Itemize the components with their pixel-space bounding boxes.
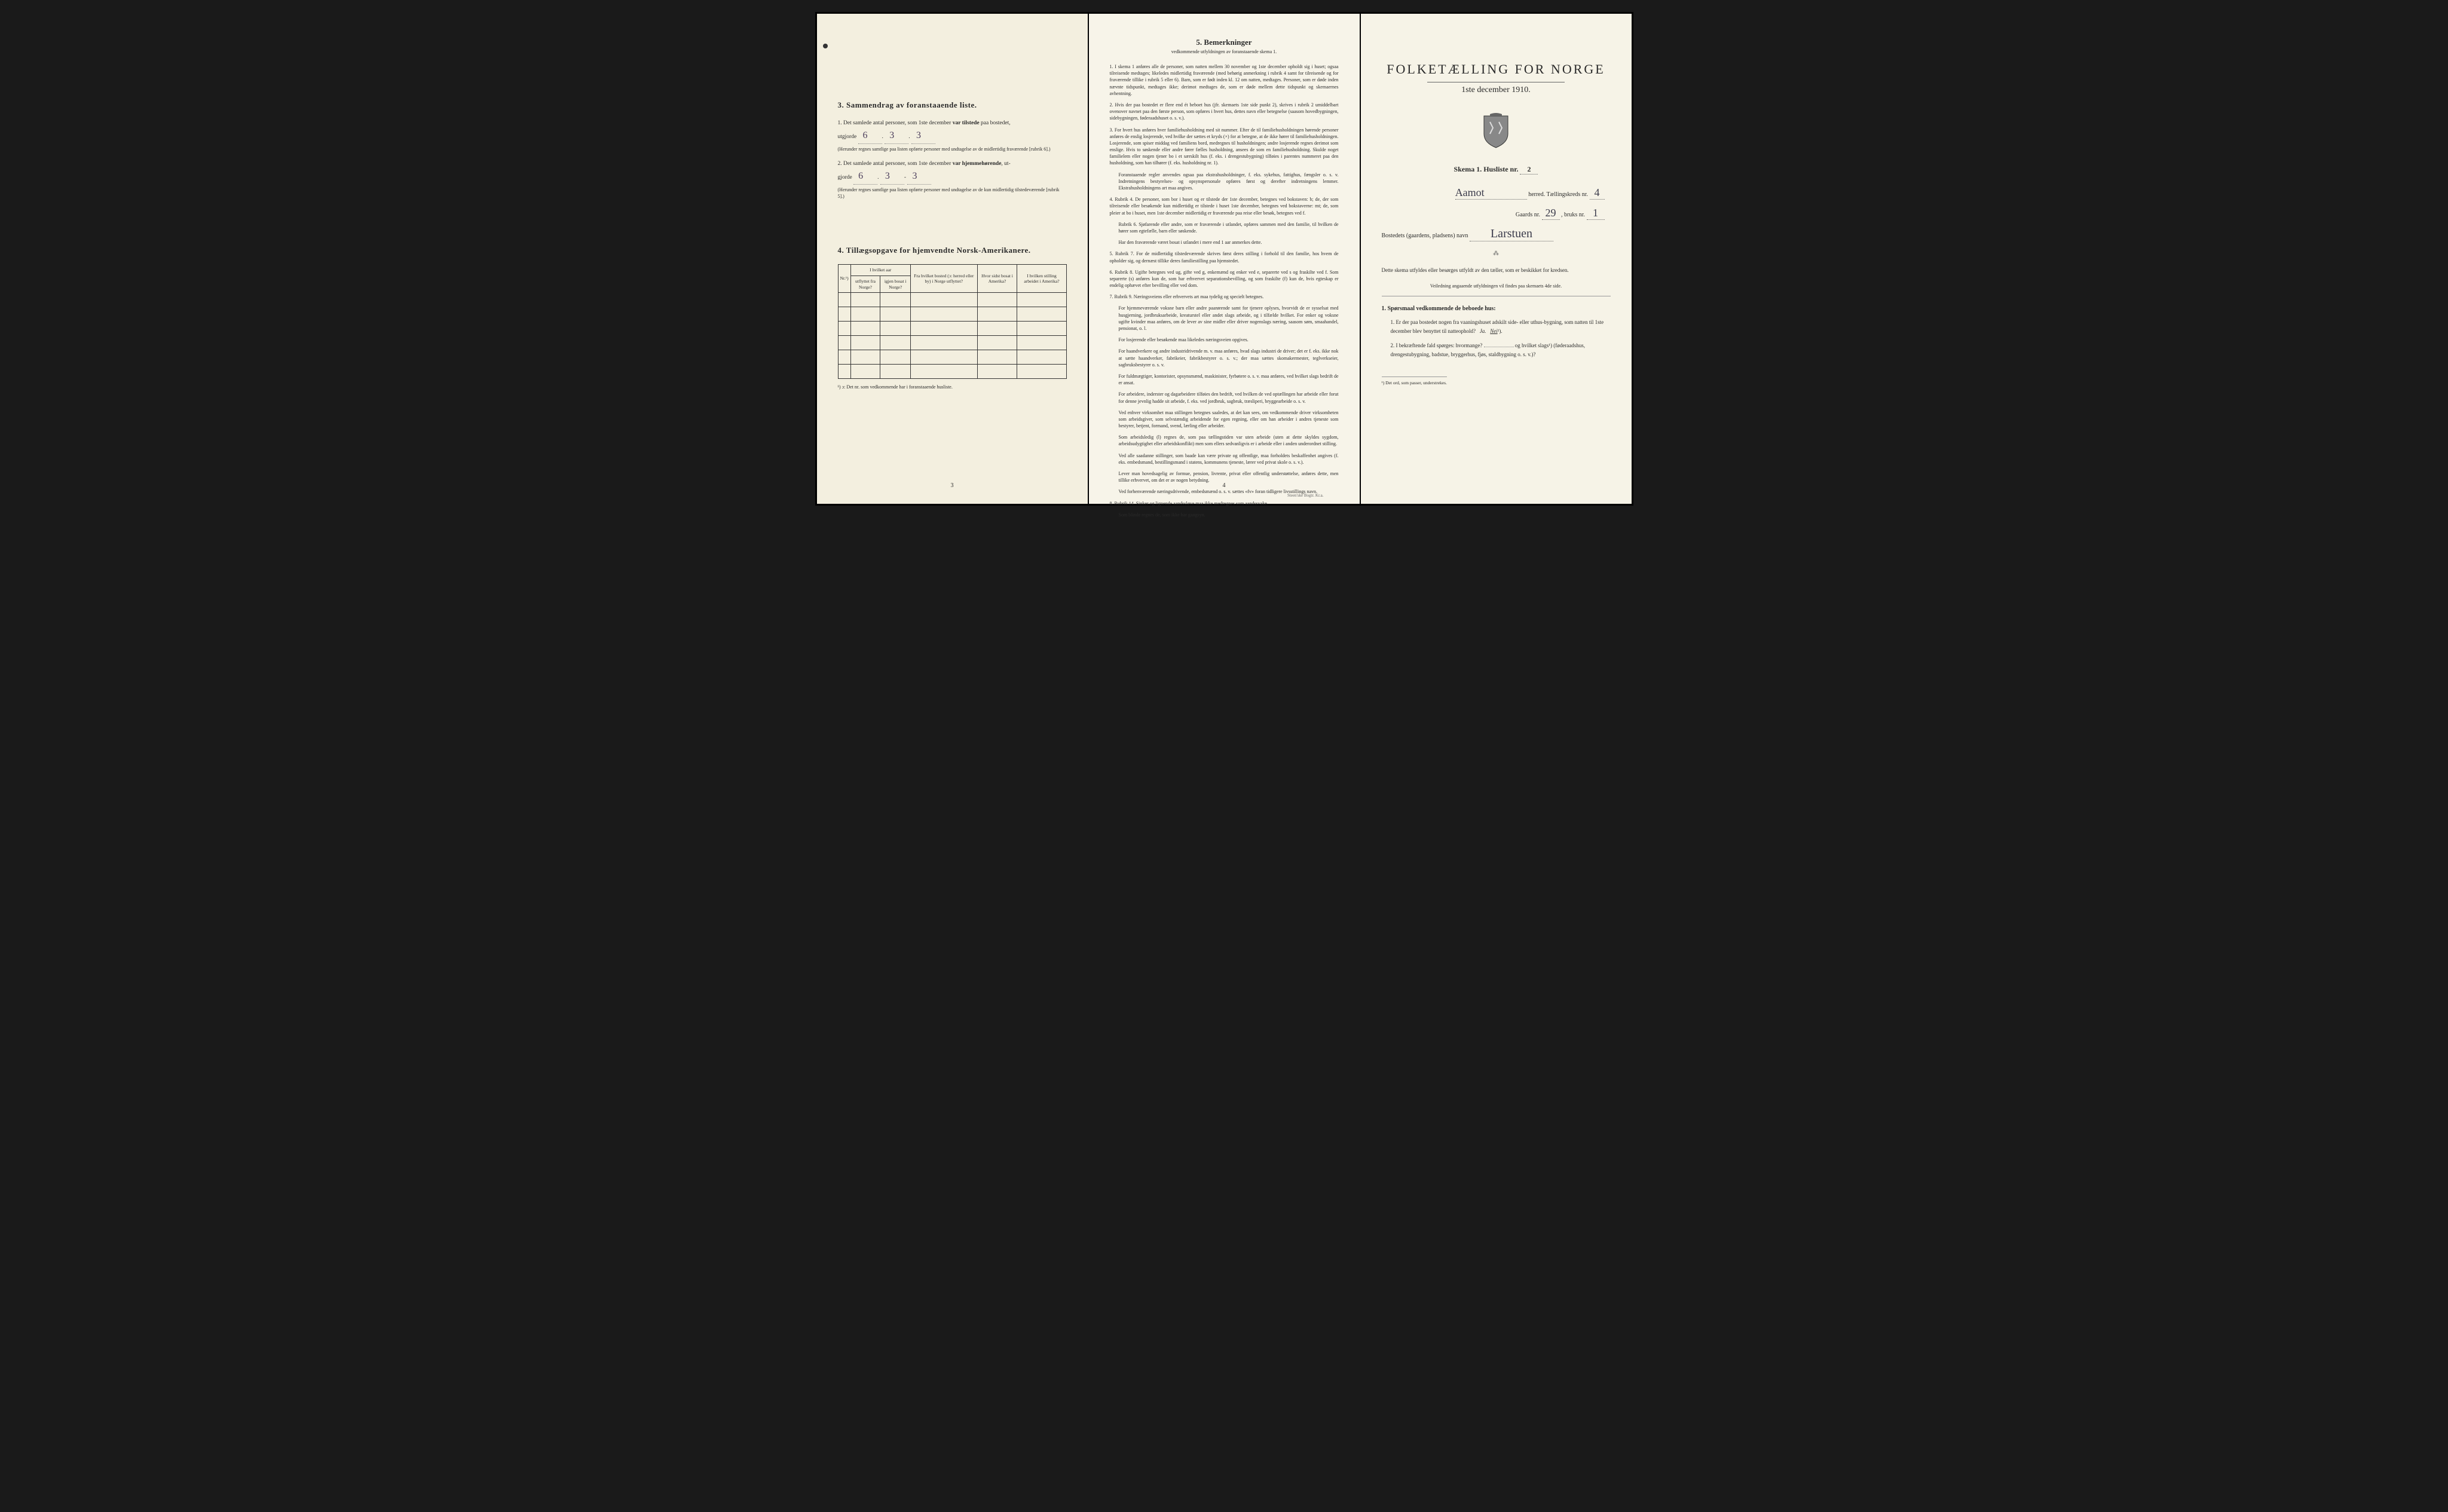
remark-3: 3. For hvert hus anføres hver familiehus… (1110, 127, 1339, 167)
remark-7-extra-5: Ved enhver virksomhet maa stillingen bet… (1119, 409, 1339, 430)
skema-line: Skema 1. Husliste nr. 2 (1382, 165, 1611, 175)
remark-7-extra-2: For haandverkere og andre industridriven… (1119, 348, 1339, 368)
q1-sup: ¹). (1498, 328, 1503, 334)
section-3-title: 3. Sammendrag av foranstaaende liste. (838, 100, 1067, 110)
remark-1: 1. I skema 1 anføres alle de personer, s… (1110, 63, 1339, 97)
item1-text: 1. Det samlede antal personer, som 1ste … (838, 120, 951, 126)
gaard-line: Gaards nr. 29 , bruks nr. 1 (1382, 207, 1611, 220)
th-nr: Nr.¹) (838, 265, 850, 293)
instruction-2: Veiledning angaaende utfyldningen vil fi… (1382, 283, 1611, 289)
remark-4: 4. Rubrik 4. De personer, som bor i huse… (1110, 196, 1339, 216)
gaard-nr: 29 (1542, 207, 1560, 220)
remark-3-extra: Foranstaaende regler anvendes ogsaa paa … (1119, 172, 1339, 192)
remark-4-extra2: Har den fraværende været bosat i utlande… (1119, 239, 1339, 246)
remark-5: 5. Rubrik 7. For de midlertidig tilstede… (1110, 250, 1339, 264)
section-5-title: 5. Bemerkninger (1110, 38, 1339, 47)
page-4: 5. Bemerkninger vedkommende utfyldningen… (1089, 14, 1360, 504)
q1-ja: Ja. (1480, 328, 1486, 334)
herred-line: Aamot herred. Tællingskreds nr. 4 (1382, 186, 1611, 200)
question-heading: 1. Spørsmaal vedkommende de beboede hus: (1382, 305, 1611, 312)
herred-name: Aamot (1455, 186, 1527, 200)
item2-suffix: , ut- (1001, 161, 1010, 167)
item2-text: 2. Det samlede antal personer, som 1ste … (838, 161, 951, 167)
table-row (838, 350, 1066, 365)
item-2: 2. Det samlede antal personer, som 1ste … (838, 160, 1067, 200)
th-returned: igjen bosat i Norge? (880, 276, 911, 293)
remark-8-extra: Som blinde regnes de, som ikke har gangs… (1119, 512, 1339, 518)
item1-bold: var tilstede (953, 120, 980, 126)
shield-icon (1481, 113, 1511, 149)
section-5-subtitle: vedkommende utfyldningen av foranstaaend… (1110, 49, 1339, 54)
census-date: 1ste december 1910. (1382, 85, 1611, 95)
husliste-nr: 2 (1520, 165, 1538, 175)
th-from-where: Fra hvilket bosted (ɔ: herred eller by) … (910, 265, 977, 293)
th-emigrated: utflyttet fra Norge? (850, 276, 880, 293)
page-number-3: 3 (951, 482, 954, 489)
item2-line2: gjorde (838, 175, 852, 180)
remark-7: 7. Rubrik 9. Næringsveiens eller erhverv… (1110, 293, 1339, 300)
main-title: FOLKETÆLLING FOR NORGE (1382, 62, 1611, 77)
item1-note: (Herunder regnes samtlige paa listen opf… (838, 146, 1067, 152)
page-number-4: 4 (1223, 482, 1226, 489)
remark-7-extra-4: For arbeidere, inderster og dagarbeidere… (1119, 391, 1339, 404)
instruction-1: Dette skema utfyldes eller besørges utfy… (1382, 266, 1611, 274)
kreds-nr: 4 (1590, 186, 1605, 200)
bruks-label: , bruks nr. (1561, 212, 1585, 218)
bosted-line: Bostedets (gaardens, pladsens) navn Lars… (1382, 227, 1611, 241)
item1-value1: 6 (858, 128, 882, 144)
remark-7-extra-0: For hjemmeværende voksne barn eller andr… (1119, 305, 1339, 332)
document-spread: 3. Sammendrag av foranstaaende liste. 1.… (815, 12, 1633, 506)
gaard-label: Gaards nr. (1516, 212, 1540, 218)
page-1-cover: FOLKETÆLLING FOR NORGE 1ste december 191… (1361, 14, 1632, 504)
item1-value3: 3 (911, 128, 935, 144)
table-row (838, 293, 1066, 307)
th-year-group: I hvilket aar (850, 265, 910, 276)
remark-4-extra1: Rubrik 6. Sjøfarende eller andre, som er… (1119, 221, 1339, 234)
skema-label: Skema 1. Husliste nr. (1454, 165, 1519, 173)
remark-7-extra-1: For losjerende eller besøkende maa likel… (1119, 336, 1339, 343)
coat-of-arms (1382, 113, 1611, 150)
th-occupation: I hvilken stilling arbeidet i Amerika? (1017, 265, 1066, 293)
question-2: 2. I bekræftende fald spørges: hvormange… (1391, 341, 1611, 359)
item2-value1: 6 (853, 169, 877, 185)
item-1: 1. Det samlede antal personer, som 1ste … (838, 119, 1067, 152)
table-row (838, 322, 1066, 336)
remark-7-extra-3: For fuldmægtiger, kontorister, opsynsmæn… (1119, 373, 1339, 386)
remark-7-extra-7: Ved alle saadanne stillinger, som baade … (1119, 452, 1339, 466)
remark-2: 2. Hvis der paa bostedet er flere end ét… (1110, 102, 1339, 122)
section-4-title: 4. Tillægsopgave for hjemvendte Norsk-Am… (838, 246, 1067, 255)
bosted-name: Larstuen (1470, 227, 1553, 241)
printer-note: Steen'ske Bogtr. Kr.a. (1287, 493, 1324, 498)
binding-hole (823, 44, 828, 48)
item1-suffix: paa bostedet, (981, 120, 1011, 126)
page-3: 3. Sammendrag av foranstaaende liste. 1.… (817, 14, 1088, 504)
item2-note: (Herunder regnes samtlige paa listen opf… (838, 186, 1067, 200)
table-row (838, 336, 1066, 350)
remark-6: 6. Rubrik 8. Ugifte betegnes ved ug, gif… (1110, 269, 1339, 289)
america-table: Nr.¹) I hvilket aar Fra hvilket bosted (… (838, 264, 1067, 379)
footnote-right: ¹) Det ord, som passer, understrekes. (1382, 377, 1447, 385)
remark-7-extra-8: Lever man hovedsagelig av formue, pensio… (1119, 470, 1339, 483)
remark-8: 8. Rubrik 14. Sinker og lignende aandssl… (1110, 500, 1339, 507)
table-row (838, 365, 1066, 379)
table-row (838, 307, 1066, 322)
bosted-label: Bostedets (gaardens, pladsens) navn (1382, 232, 1468, 239)
remark-7-extra-6: Som arbeidsledig (l) regnes de, som paa … (1119, 434, 1339, 447)
item1-line2: utgjorde (838, 134, 857, 140)
question-1: 1. Er der paa bostedet nogen fra vaaning… (1391, 318, 1611, 335)
item2-value3: 3 (907, 169, 931, 185)
item2-value2: 3 (880, 169, 904, 185)
th-last-america: Hvor sidst bosat i Amerika? (977, 265, 1017, 293)
table-footnote: ¹) ɔ: Det nr. som vedkommende har i fora… (838, 384, 1067, 390)
item2-bold: var hjemmehørende (953, 161, 1002, 167)
q1-nei: Nei (1490, 328, 1498, 334)
herred-label: herred. Tællingskreds nr. (1528, 191, 1588, 198)
item1-value2: 3 (885, 128, 908, 144)
q2-text: 2. I bekræftende fald spørges: hvormange… (1391, 342, 1483, 348)
ornament: ⁂ (1382, 250, 1611, 257)
bruks-nr: 1 (1587, 207, 1605, 220)
